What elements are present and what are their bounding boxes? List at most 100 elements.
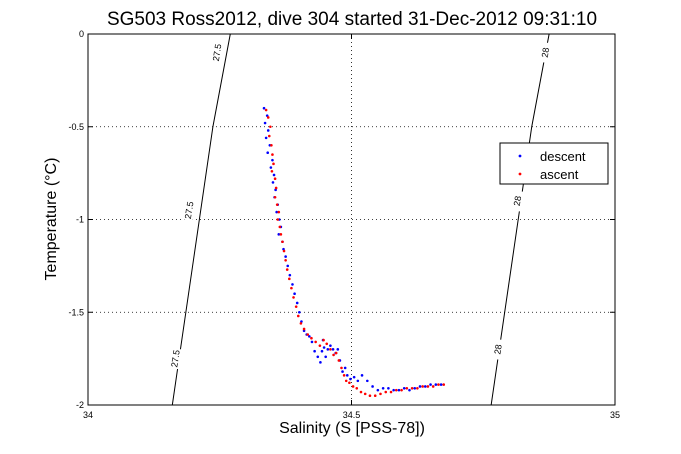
descent-point xyxy=(264,136,268,140)
legend-marker-descent xyxy=(518,154,522,158)
chart-title: SG503 Ross2012, dive 304 started 31-Dec-… xyxy=(107,9,597,30)
descent-point xyxy=(316,355,320,359)
ascent-point xyxy=(355,387,359,390)
legend-marker-ascent xyxy=(518,172,522,176)
descent-point xyxy=(266,151,270,155)
ascent-point xyxy=(340,366,343,370)
contour-label-28: 28 xyxy=(512,195,523,206)
descent-point xyxy=(298,310,301,314)
ascent-point xyxy=(276,218,280,221)
density-contours: 27.5 27.5 27.5 28 28 28 xyxy=(168,33,552,406)
ascent-point xyxy=(264,108,268,112)
ascent-point xyxy=(299,322,303,325)
descent-point xyxy=(295,301,299,305)
ascent-point xyxy=(363,392,367,396)
descent-point xyxy=(266,129,270,132)
y-tick-label: 0 xyxy=(79,29,84,39)
ascent-point xyxy=(270,169,274,173)
descent-point xyxy=(324,355,327,359)
ascent-point xyxy=(379,392,382,396)
ascent-point xyxy=(389,390,393,394)
ascent-point xyxy=(271,153,274,156)
ascent-point xyxy=(284,259,287,262)
ascent-point xyxy=(302,327,306,331)
legend-label-ascent: ascent xyxy=(540,167,579,182)
descent-point xyxy=(381,387,385,390)
contour-label-27.5: 27.5 xyxy=(169,349,182,368)
descent-point xyxy=(310,340,314,344)
ascent-point xyxy=(442,383,446,386)
contour-label-background xyxy=(538,41,552,64)
ascent-point xyxy=(400,388,403,392)
ascent-point xyxy=(437,383,440,386)
ascent-point xyxy=(278,225,282,229)
descent-point xyxy=(408,388,411,392)
contour-label-28: 28 xyxy=(540,47,551,58)
descent-point xyxy=(392,388,395,392)
ascent-point xyxy=(318,344,322,347)
ascent-point xyxy=(322,338,325,342)
descent-point xyxy=(336,348,340,351)
ascent-point xyxy=(310,336,313,340)
descent-point xyxy=(439,383,443,386)
descent-point xyxy=(331,348,335,351)
ascent-point xyxy=(426,385,430,388)
ascent-point xyxy=(344,379,348,383)
descent-point xyxy=(262,106,266,110)
ascent-point xyxy=(342,374,346,377)
descent-point xyxy=(326,348,330,351)
contour-label-27.5: 27.5 xyxy=(183,201,196,220)
ascent-point xyxy=(279,233,283,236)
ascent-point xyxy=(329,348,332,351)
ascent-point xyxy=(359,390,363,394)
ascent-point xyxy=(281,240,284,244)
contour-label-background xyxy=(511,190,524,212)
ascent-point xyxy=(410,387,414,390)
ascent-point xyxy=(337,359,341,362)
descent-point xyxy=(413,387,417,390)
ascent-point xyxy=(416,387,419,390)
ascent-point xyxy=(294,305,298,308)
ascent-point xyxy=(405,387,409,390)
contour-label-background xyxy=(168,347,182,370)
descent-point xyxy=(308,335,311,338)
y-tick-label: -0.5 xyxy=(68,122,84,132)
ascent-point xyxy=(272,162,275,166)
ascent-point xyxy=(269,125,272,129)
ascent-point xyxy=(421,385,424,388)
ascent-point xyxy=(368,394,372,398)
descent-point xyxy=(429,383,432,386)
legend-box xyxy=(499,142,609,185)
descent-point xyxy=(341,370,344,373)
density-contour-27.5 xyxy=(171,33,231,406)
contour-label-background xyxy=(491,338,505,361)
descent-point xyxy=(376,388,380,392)
descent-point xyxy=(277,233,281,236)
legend: descent ascent xyxy=(499,142,609,185)
descent-point xyxy=(387,387,390,390)
descent-point xyxy=(263,121,267,125)
data-points xyxy=(262,106,446,398)
contour-label-background xyxy=(182,199,196,221)
ascent-point xyxy=(290,286,293,290)
descent-point xyxy=(275,210,278,214)
descent-point xyxy=(286,264,290,268)
descent-point xyxy=(366,379,369,383)
ascent-point xyxy=(296,314,300,318)
descent-point xyxy=(418,385,422,388)
ascent-point xyxy=(267,134,271,138)
ascent-point xyxy=(334,351,338,355)
plot-area: 27.5 27.5 27.5 28 28 28 34 34.5 35 0 -0.5 -1 -1.5 -2 xyxy=(68,29,620,420)
ascent-point xyxy=(273,195,277,199)
x-tick-label: 34.5 xyxy=(343,410,361,420)
ascent-point xyxy=(277,210,281,214)
axis-ticks xyxy=(87,33,616,406)
descent-point xyxy=(271,181,275,184)
ascent-point xyxy=(275,203,279,206)
ascent-point xyxy=(384,390,388,394)
descent-point xyxy=(320,349,324,353)
x-axis-label: Salinity (S [PSS-78]) xyxy=(279,420,425,437)
contour-label-28: 28 xyxy=(492,344,503,355)
descent-point xyxy=(345,374,349,377)
